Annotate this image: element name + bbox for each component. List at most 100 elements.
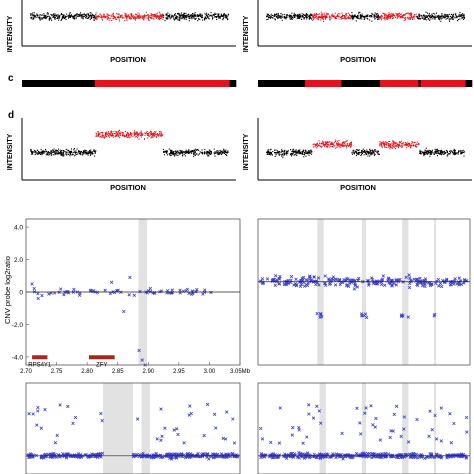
cnv-point bbox=[108, 291, 112, 296]
d-left-point bbox=[80, 151, 82, 153]
cnv-point bbox=[370, 276, 374, 280]
d-left-point bbox=[177, 154, 179, 156]
top-left-point bbox=[77, 14, 79, 16]
d-right-point bbox=[377, 150, 379, 152]
d-left-point bbox=[30, 150, 32, 152]
top-left-point bbox=[160, 14, 162, 16]
top-right-point bbox=[299, 14, 301, 16]
top-right-point bbox=[277, 15, 279, 17]
d-right-point bbox=[449, 150, 451, 152]
d-right-point bbox=[313, 146, 315, 148]
d-right-point bbox=[397, 143, 399, 145]
top-right-point bbox=[404, 19, 406, 21]
d-right-point bbox=[374, 149, 376, 151]
cnv-point-mark bbox=[55, 433, 59, 438]
d-right-point bbox=[350, 143, 352, 145]
d-left-point bbox=[135, 133, 137, 135]
d-right-point bbox=[321, 146, 323, 148]
d-right-point bbox=[315, 143, 317, 145]
d-left-point bbox=[202, 151, 204, 153]
d-left-point bbox=[182, 154, 184, 156]
top-right-point bbox=[395, 13, 397, 15]
d-right-point bbox=[409, 144, 411, 146]
d-left-point bbox=[115, 135, 117, 137]
top-left-point bbox=[134, 13, 136, 15]
cnv-point-mark bbox=[375, 282, 380, 286]
d-right-point bbox=[416, 141, 418, 143]
top-left-point bbox=[155, 15, 157, 17]
cnv-point-mark bbox=[36, 405, 40, 410]
top-right-point bbox=[354, 16, 356, 18]
d-right-point bbox=[356, 149, 358, 151]
d-right-point bbox=[365, 150, 367, 152]
top-left-point bbox=[175, 17, 177, 19]
top-right-point bbox=[360, 16, 362, 18]
cnv-point bbox=[176, 432, 180, 437]
d-right-point bbox=[361, 153, 363, 155]
d-left-point bbox=[112, 131, 114, 133]
d-right-point bbox=[302, 151, 304, 153]
d-left-point bbox=[34, 152, 36, 154]
top-right-point bbox=[420, 18, 422, 20]
cnv-point bbox=[371, 423, 375, 427]
cnv-point-mark bbox=[50, 453, 55, 458]
top-left-point bbox=[216, 18, 218, 20]
d-right-point bbox=[354, 151, 356, 153]
top-left-point bbox=[171, 17, 173, 19]
cnv-point bbox=[307, 412, 311, 416]
cnv-point-mark bbox=[53, 441, 58, 445]
d-right-point bbox=[340, 144, 342, 146]
d-right-point bbox=[385, 141, 387, 143]
d-left-point bbox=[225, 149, 227, 151]
top-left-point bbox=[122, 16, 124, 18]
d-left-point bbox=[71, 154, 73, 156]
top-right-point bbox=[324, 18, 326, 20]
top-left-point bbox=[138, 13, 140, 15]
top-left-point bbox=[175, 15, 177, 17]
top-left-point bbox=[58, 15, 60, 17]
d-right-point bbox=[427, 150, 429, 152]
top-right-point bbox=[281, 19, 283, 21]
cnv-point bbox=[27, 455, 31, 459]
d-left-point bbox=[141, 134, 143, 136]
d-left-point bbox=[117, 131, 119, 133]
top-right-point bbox=[428, 18, 430, 20]
top-left-point bbox=[45, 16, 47, 18]
top-right-point bbox=[323, 12, 325, 14]
d-right-point bbox=[366, 151, 368, 153]
cnv-point bbox=[404, 275, 408, 279]
d-right-point bbox=[429, 151, 431, 153]
top-right-point bbox=[267, 13, 269, 15]
d-right-point bbox=[347, 145, 349, 147]
cnv-point-mark bbox=[291, 425, 295, 430]
top-left-point bbox=[113, 16, 115, 18]
d-left-point bbox=[196, 149, 198, 151]
top-right-point bbox=[463, 17, 465, 19]
top-right-point bbox=[380, 19, 382, 21]
top-left-point bbox=[199, 15, 201, 17]
top-right-point bbox=[294, 13, 296, 15]
cnv-point-mark bbox=[320, 315, 324, 319]
top-left-point bbox=[78, 15, 80, 17]
d-right-point bbox=[386, 142, 388, 144]
d-left-point bbox=[150, 130, 152, 132]
d-left-point bbox=[222, 152, 224, 154]
d-right-point bbox=[284, 153, 286, 155]
d-right-point bbox=[442, 152, 444, 154]
d-left-point bbox=[169, 154, 171, 156]
top-right-point bbox=[432, 18, 434, 20]
d-left-point bbox=[203, 153, 205, 155]
top-right-point bbox=[359, 16, 361, 18]
d-right-point bbox=[317, 146, 319, 148]
d-right-point bbox=[407, 145, 409, 147]
d-right-point bbox=[342, 144, 344, 146]
d-left-point bbox=[115, 134, 117, 136]
top-right-point bbox=[437, 16, 439, 18]
d-left-point bbox=[63, 155, 65, 157]
cnv-point bbox=[87, 455, 91, 459]
top-right-point bbox=[304, 14, 306, 16]
top-right-point bbox=[404, 13, 406, 15]
top-left-point bbox=[196, 14, 198, 16]
d-left-point bbox=[119, 132, 121, 134]
d-right-point bbox=[357, 149, 359, 151]
